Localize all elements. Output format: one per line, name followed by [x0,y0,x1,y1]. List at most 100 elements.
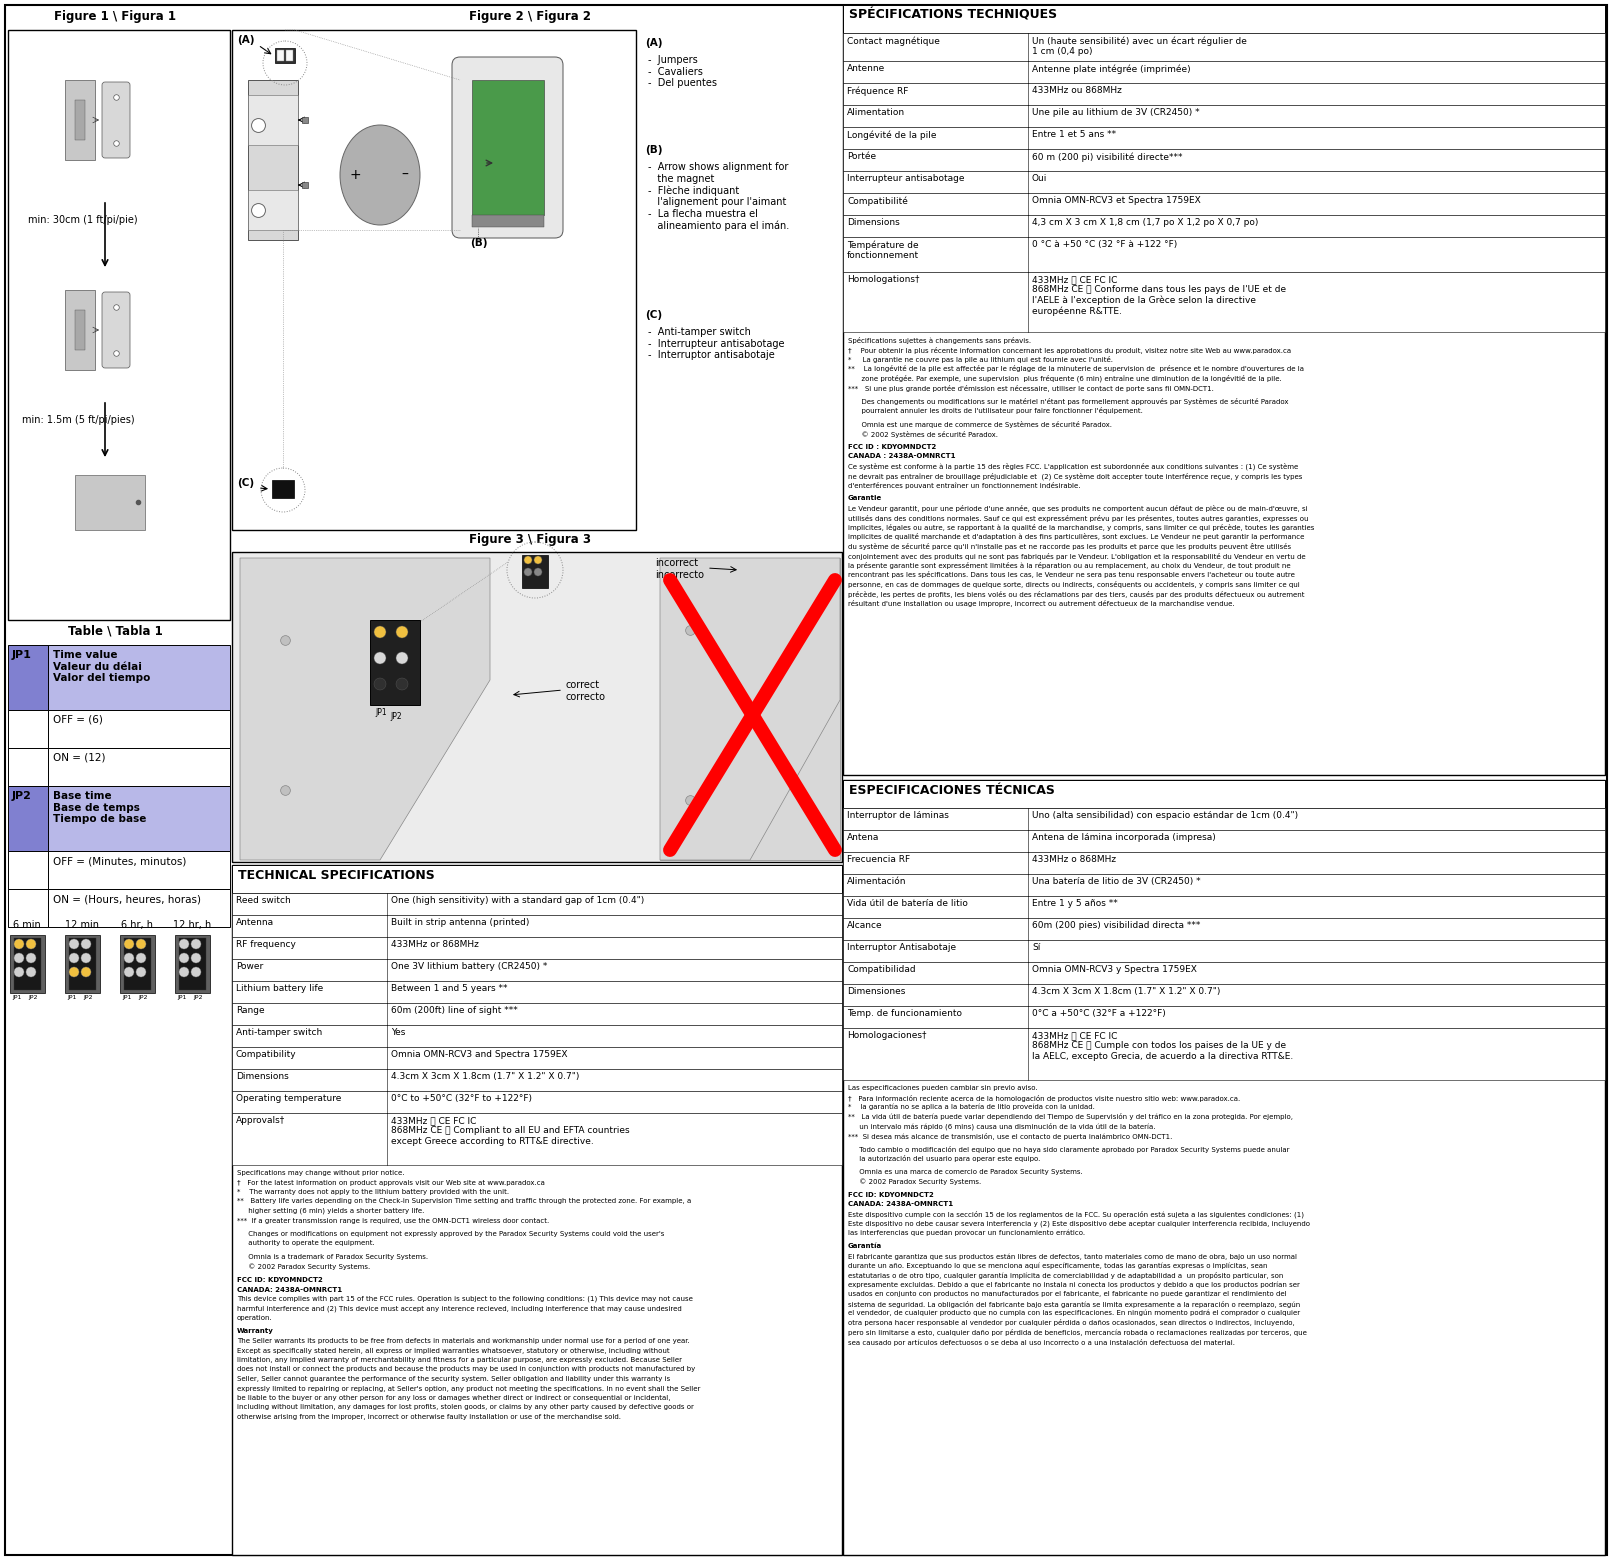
Text: Built in strip antenna (printed): Built in strip antenna (printed) [392,917,529,927]
Text: higher setting (6 min) yields a shorter battery life.: higher setting (6 min) yields a shorter … [237,1207,424,1215]
Text: Omnia OMN-RCV3 y Spectra 1759EX: Omnia OMN-RCV3 y Spectra 1759EX [1032,966,1196,973]
Bar [371,619,421,705]
Text: Vida útil de batería de litio: Vida útil de batería de litio [846,899,967,908]
Text: Antenne: Antenne [846,64,885,73]
Bar [843,963,1606,984]
Bar [8,710,48,747]
Bar [8,644,48,710]
Bar [843,895,1606,917]
Text: zone protégée. Par exemple, une supervision  plus fréquente (6 min) entraîne une: zone protégée. Par exemple, une supervis… [848,374,1282,382]
Text: Omnia OMN-RCV3 and Spectra 1759EX: Omnia OMN-RCV3 and Spectra 1759EX [392,1050,567,1059]
Circle shape [179,939,189,948]
Bar [232,1025,841,1047]
Bar [232,864,841,892]
Text: 0°C a +50°C (32°F a +122°F): 0°C a +50°C (32°F a +122°F) [1032,1009,1165,1019]
Text: *     La garantie ne couvre pas la pile au lithium qui est fournie avec l'unité.: * La garantie ne couvre pas la pile au l… [848,356,1112,363]
Bar [48,747,231,786]
Bar [843,172,1606,193]
Text: 60m (200 pies) visibilidad directa ***: 60m (200 pies) visibilidad directa *** [1032,920,1201,930]
Circle shape [26,967,35,977]
Text: FCC ID: KDYOMNDCT2: FCC ID: KDYOMNDCT2 [848,1192,933,1198]
Bar [248,95,298,145]
Text: Yes: Yes [392,1028,405,1037]
Text: personne, en cas de dommages de quelque sorte, directs ou indirects, conséquents: personne, en cas de dommages de quelque … [848,580,1299,588]
Text: 12 hr, h: 12 hr, h [172,920,211,930]
Text: 6 hr, h: 6 hr, h [121,920,153,930]
Text: **   La vida útil de batería puede variar dependiendo del Tiempo de Supervisión : ** La vida útil de batería puede variar … [848,1114,1293,1120]
Text: -  Arrow shows alignment for
   the magnet
-  Flèche indiquant
   l'alignement p: - Arrow shows alignment for the magnet -… [648,162,790,231]
Text: Entre 1 et 5 ans **: Entre 1 et 5 ans ** [1032,129,1116,139]
Text: El fabricante garantiza que sus productos están libres de defectos, tanto materi: El fabricante garantiza que sus producto… [848,1253,1298,1259]
Bar [843,271,1606,332]
Bar [843,126,1606,150]
Text: d'enterférences pouvant entraîner un fonctionnement indésirable.: d'enterférences pouvant entraîner un fon… [848,482,1080,488]
Text: -  Anti-tamper switch
-  Interrupteur antisabotage
-  Interruptor antisabotaje: - Anti-tamper switch - Interrupteur anti… [648,328,785,360]
Text: Antena de lámina incorporada (impresa): Antena de lámina incorporada (impresa) [1032,833,1215,842]
Text: Omnia is a trademark of Paradox Security Systems.: Omnia is a trademark of Paradox Security… [237,1254,429,1260]
Text: Antena: Antena [846,833,880,842]
Bar [8,786,48,852]
Text: Las especificaciones pueden cambiar sin previo aviso.: Las especificaciones pueden cambiar sin … [848,1086,1038,1090]
Bar [48,852,231,889]
Text: CANADA: 2438A-OMNRCT1: CANADA: 2438A-OMNRCT1 [848,1201,953,1207]
Bar [843,33,1606,61]
Bar [272,480,293,498]
Text: Base time
Base de temps
Tiempo de base: Base time Base de temps Tiempo de base [53,791,147,824]
Bar [64,934,100,994]
Text: Un (haute sensibilité) avec un écart régulier de
1 cm (0,4 po): Un (haute sensibilité) avec un écart rég… [1032,36,1246,56]
Text: un intervalo más rápido (6 mins) causa una disminución de la vida útil de la bat: un intervalo más rápido (6 mins) causa u… [848,1123,1156,1131]
Text: Table \ Tabla 1: Table \ Tabla 1 [68,626,163,638]
Text: Este dispositivo cumple con la sección 15 de los reglamentos de la FCC. Su opera: Este dispositivo cumple con la sección 1… [848,1211,1304,1218]
Text: Omnia est une marque de commerce de Systèmes de sécurité Paradox.: Omnia est une marque de commerce de Syst… [848,421,1112,427]
Polygon shape [659,558,840,860]
Circle shape [69,967,79,977]
Text: (C): (C) [645,310,663,320]
Bar [8,30,231,619]
Bar [843,941,1606,963]
Text: 433MHz o 868MHz: 433MHz o 868MHz [1032,855,1116,864]
Text: las interferencias que puedan provocar un funcionamiento errático.: las interferencias que puedan provocar u… [848,1229,1085,1237]
Text: TECHNICAL SPECIFICATIONS: TECHNICAL SPECIFICATIONS [239,869,435,881]
Text: conjointement avec des produits qui ne sont pas fabriqués par le Vendeur. L'obli: conjointement avec des produits qui ne s… [848,552,1306,560]
Bar [48,644,231,710]
Text: Dimensions: Dimensions [846,218,899,228]
Bar [843,105,1606,126]
Polygon shape [659,558,840,860]
Text: †   For the latest information on product approvals visit our Web site at www.pa: † For the latest information on product … [237,1179,545,1186]
Text: Compatibilidad: Compatibilidad [846,966,916,973]
Text: Este dispositivo no debe causar severa interferencia y (2) Este dispositivo debe: Este dispositivo no debe causar severa i… [848,1220,1311,1228]
Text: JP1: JP1 [376,708,387,718]
Text: pourraient annuler les droits de l'utilisateur pour faire fonctionner l'équipeme: pourraient annuler les droits de l'utili… [848,407,1143,415]
Text: du système de sécurité parce qu'il n'installe pas et ne raccorde pas les produit: du système de sécurité parce qu'il n'ins… [848,543,1291,551]
Text: Alimentación: Alimentación [846,877,906,886]
Circle shape [135,953,147,963]
Text: Sí: Sí [1032,942,1040,952]
Text: SPÉCIFICATIONS TECHNIQUES: SPÉCIFICATIONS TECHNIQUES [850,9,1057,22]
Bar [119,934,155,994]
Text: min: 30cm (1 ft/pi/pie): min: 30cm (1 ft/pi/pie) [27,215,137,225]
Text: This device complies with part 15 of the FCC rules. Operation is subject to the : This device complies with part 15 of the… [237,1296,693,1303]
Text: Antenna: Antenna [235,917,274,927]
Text: Time value
Valeur du délai
Valor del tiempo: Time value Valeur du délai Valor del tie… [53,651,150,683]
FancyBboxPatch shape [102,292,131,368]
Bar [843,808,1606,830]
Bar [48,786,231,852]
Text: Warranty: Warranty [237,1329,274,1334]
Text: Figure 1 \ Figura 1: Figure 1 \ Figura 1 [53,9,176,23]
Circle shape [534,568,542,576]
Text: © 2002 Paradox Security Systems.: © 2002 Paradox Security Systems. [848,1178,982,1186]
Circle shape [124,939,134,948]
Circle shape [374,679,385,690]
Bar [232,1047,841,1069]
Bar [472,80,543,215]
Text: JP2: JP2 [390,711,401,721]
Text: Approvals†: Approvals† [235,1115,285,1125]
Circle shape [179,967,189,977]
Text: does not install or connect the products and because the products may be used in: does not install or connect the products… [237,1367,695,1373]
Bar [843,5,1606,775]
Bar [277,50,284,61]
Text: The Seller warrants its products to be free from defects in materials and workma: The Seller warrants its products to be f… [237,1338,690,1345]
Text: Except as specifically stated herein, all express or implied warranties whatsoev: Except as specifically stated herein, al… [237,1348,669,1354]
Text: ESPECIFICACIONES TÉCNICAS: ESPECIFICACIONES TÉCNICAS [850,785,1054,797]
Bar [232,864,841,1555]
